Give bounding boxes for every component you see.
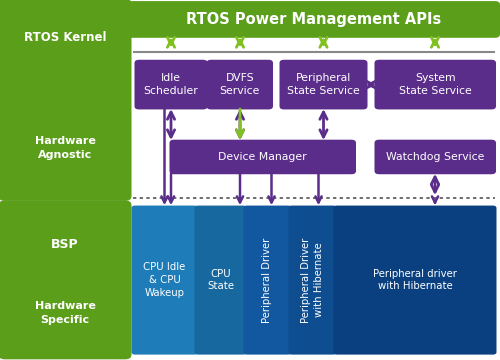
- FancyBboxPatch shape: [132, 206, 198, 355]
- Bar: [131, 0, 500, 360]
- FancyBboxPatch shape: [288, 206, 337, 355]
- Text: BSP: BSP: [51, 238, 79, 251]
- Text: Peripheral
State Service: Peripheral State Service: [287, 73, 360, 96]
- Text: RTOS Power Management APIs: RTOS Power Management APIs: [186, 12, 442, 27]
- Text: Idle
Scheduler: Idle Scheduler: [144, 73, 199, 96]
- Text: Peripheral driver
with Hibernate: Peripheral driver with Hibernate: [373, 269, 457, 292]
- Text: CPU
State: CPU State: [207, 269, 234, 292]
- FancyBboxPatch shape: [374, 140, 496, 174]
- FancyBboxPatch shape: [128, 1, 500, 38]
- Text: CPU Idle
& CPU
Wakeup: CPU Idle & CPU Wakeup: [144, 262, 186, 298]
- FancyBboxPatch shape: [244, 206, 292, 355]
- Text: Device Manager: Device Manager: [218, 152, 307, 162]
- FancyBboxPatch shape: [334, 206, 496, 355]
- FancyBboxPatch shape: [280, 60, 368, 109]
- Text: Peripheral Driver
with Hibernate: Peripheral Driver with Hibernate: [301, 238, 324, 323]
- FancyBboxPatch shape: [194, 206, 246, 355]
- Text: Hardware
Agnostic: Hardware Agnostic: [34, 136, 96, 159]
- Text: RTOS Kernel: RTOS Kernel: [24, 31, 106, 44]
- Text: DVFS
Service: DVFS Service: [220, 73, 260, 96]
- Text: System
State Service: System State Service: [399, 73, 471, 96]
- FancyBboxPatch shape: [0, 201, 132, 359]
- FancyBboxPatch shape: [0, 0, 132, 201]
- FancyBboxPatch shape: [134, 60, 208, 109]
- FancyBboxPatch shape: [170, 140, 356, 174]
- Text: Peripheral Driver: Peripheral Driver: [262, 238, 272, 323]
- FancyBboxPatch shape: [374, 60, 496, 109]
- FancyBboxPatch shape: [206, 60, 273, 109]
- Text: Watchdog Service: Watchdog Service: [386, 152, 484, 162]
- Text: Hardware
Specific: Hardware Specific: [34, 301, 96, 325]
